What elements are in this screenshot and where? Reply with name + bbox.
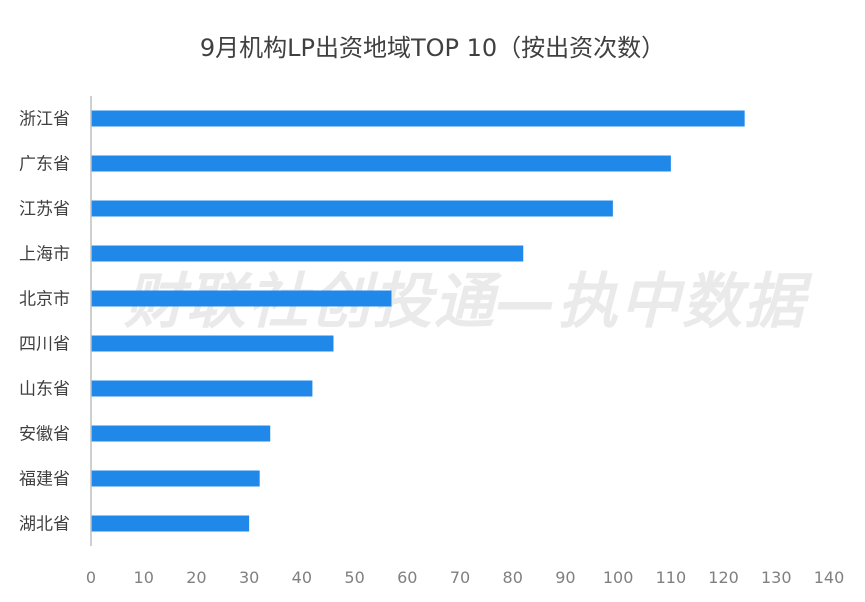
x-tick-label: 130 [761,568,792,587]
x-tick-label: 40 [292,568,312,587]
category-label: 浙江省 [19,110,70,130]
category-label: 山东省 [19,380,70,400]
x-tick-label: 20 [186,568,206,587]
bar-5 [91,335,334,352]
category-label: 福建省 [19,470,70,490]
x-tick-label: 140 [814,568,845,587]
chart-title: 9月机构LP出资地域TOP 10（按出资次数） [199,34,666,62]
x-tick-label: 30 [239,568,259,587]
x-tick-label: 10 [134,568,154,587]
x-tick-label: 80 [503,568,523,587]
category-label: 安徽省 [19,425,70,445]
category-label: 北京市 [19,290,70,310]
x-tick-label: 100 [603,568,634,587]
x-tick-label: 110 [656,568,687,587]
category-label: 江苏省 [19,200,70,220]
category-label: 湖北省 [19,515,70,535]
category-label: 上海市 [19,245,70,265]
bar-6 [91,380,313,397]
x-tick-label: 60 [397,568,417,587]
bar-7 [91,425,271,442]
bar-2 [91,200,613,217]
x-tick-label: 120 [708,568,739,587]
x-tick-label: 50 [344,568,364,587]
bar-3 [91,245,524,262]
x-tick-label: 90 [555,568,575,587]
x-tick-label: 0 [86,568,96,587]
bar-9 [91,515,250,532]
category-label: 四川省 [19,335,70,355]
bar-8 [91,470,260,487]
category-label: 广东省 [19,155,70,175]
bar-1 [91,155,671,172]
bar-4 [91,290,392,307]
x-tick-label: 70 [450,568,470,587]
bar-0 [91,110,745,127]
